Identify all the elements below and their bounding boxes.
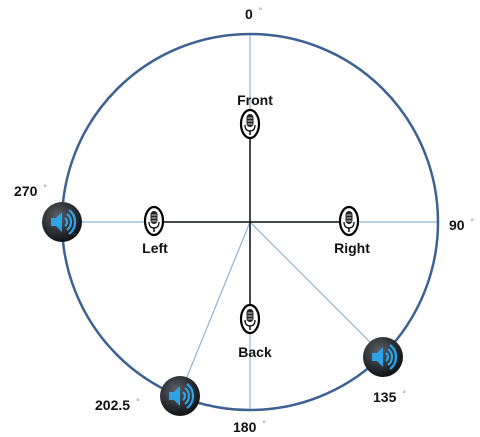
degree-symbol: ° [136, 397, 140, 407]
mic-cross [164, 138, 340, 306]
speaker-270[interactable] [40, 200, 84, 244]
mic-label: Left [142, 240, 168, 256]
mic-right [338, 205, 360, 237]
angle-label: 202.5 ° [95, 397, 140, 413]
angle-label: 90 ° [449, 217, 475, 233]
mic-left [143, 205, 165, 237]
angle-number: 202.5 [95, 397, 130, 413]
angle-label: 0 ° [245, 6, 263, 22]
degree-symbol: ° [43, 183, 47, 193]
mic-label: Back [238, 344, 272, 360]
angle-label: 135 ° [373, 389, 406, 405]
angle-number: 0 [245, 6, 253, 22]
mic-label: Front [237, 92, 273, 108]
angle-number: 180 [233, 419, 257, 435]
degree-symbol: ° [259, 6, 263, 16]
angle-label: 180 ° [233, 419, 266, 435]
degree-symbol: ° [402, 389, 406, 399]
degree-symbol: ° [262, 419, 266, 429]
angle-number: 135 [373, 389, 397, 405]
degree-symbol: ° [471, 217, 475, 227]
angle-number: 90 [449, 217, 465, 233]
speaker-135[interactable] [361, 335, 405, 379]
angle-label: 270 ° [14, 183, 47, 199]
mic-label: Right [334, 240, 370, 256]
speaker-202-5[interactable] [158, 374, 202, 418]
angle-number: 270 [14, 183, 38, 199]
mic-front [239, 108, 261, 140]
mic-back [239, 303, 261, 335]
